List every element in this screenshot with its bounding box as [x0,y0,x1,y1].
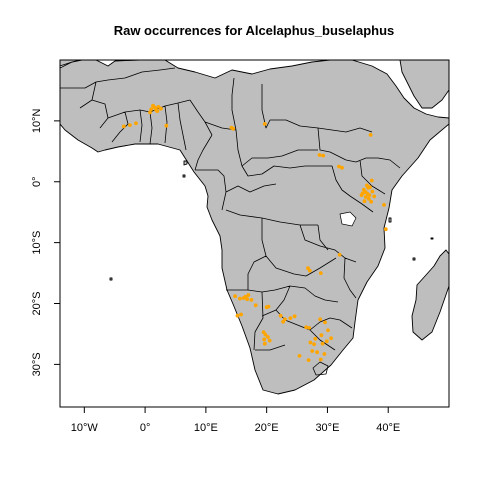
seychelles-island [430,237,434,240]
occurrence-point [292,314,297,319]
occurrence-point [323,320,327,325]
occurrence-point [359,193,364,198]
y-tick-label: 20°S [31,292,43,316]
occurrence-point [121,124,126,129]
bioko-island [183,160,188,166]
occurrence-point [368,133,373,137]
x-tick-label: 10°E [194,422,218,434]
x-tick-label: 30°E [315,422,339,434]
st-helena-island [109,277,113,281]
occurrence-point [362,199,367,204]
occurrence-points [121,103,388,362]
occurrence-point [369,178,374,183]
occurrence-point [148,110,152,115]
y-axis: 10°N 0° 10°S 20°S 30°S [31,109,60,376]
occurrence-point [267,338,272,343]
occurrence-point [324,339,329,344]
occurrence-point [134,121,138,126]
occurrence-point [249,298,254,302]
occurrence-point [312,342,316,347]
x-axis: 10°W 0° 10°E 20°E 30°E 40°E [71,407,400,434]
occurrence-point [127,123,132,127]
occurrence-point [238,296,242,301]
occurrence-point [318,357,323,362]
occurrence-point [266,335,270,339]
occurrence-point [321,153,326,158]
occurrence-point [262,122,267,126]
iberia-fragment [60,60,81,67]
occurrence-point [229,125,234,130]
occurrence-point [262,341,267,346]
occurrence-point [262,337,267,342]
occurrence-point [156,105,161,109]
occurrence-point [310,349,315,353]
occurrence-point [308,340,313,345]
occurrence-point [313,336,318,341]
comoros-island [412,257,416,261]
occurrence-point [340,165,344,170]
occurrence-point [151,103,155,108]
x-tick-label: 40°E [376,422,400,434]
occurrence-point [306,266,310,271]
occurrence-point [369,199,374,204]
occurrence-point [297,354,302,358]
africa-landmass [60,60,449,395]
y-tick-label: 10°S [31,231,43,255]
occurrence-point [149,107,154,112]
arabian-peninsula [399,60,449,109]
occurrence-point [372,194,377,199]
occurrence-point [164,123,169,128]
occurrence-point [263,332,268,337]
x-tick-label: 20°E [255,422,279,434]
occurrence-point [278,313,283,318]
occurrence-point [253,303,258,308]
occurrence-point [154,108,158,112]
occurrence-point [266,304,271,309]
occurrence-point [288,316,293,320]
occurrence-point [382,203,386,207]
occurrence-point [235,313,240,318]
occurrence-point [322,352,327,356]
lesotho-border [312,361,329,376]
occurrence-point [239,312,244,317]
occurrence-point [320,341,325,346]
occurrence-point [318,271,323,275]
occurrence-point [243,294,248,299]
occurrence-point [319,333,324,338]
occurrence-point [317,153,322,157]
occurrence-point [383,227,388,232]
map-title: Raw occurrences for Alcelaphus_buselaphu… [114,23,395,38]
occurrence-point [307,326,312,330]
occurrence-point [281,319,285,324]
occurrence-point [315,350,319,355]
occurrence-point [326,328,330,333]
y-tick-label: 30°S [31,352,43,376]
occurrence-point [370,189,375,194]
occurrence-point [304,325,309,330]
occurrence-point [233,294,238,299]
y-tick-label: 10°N [31,109,43,134]
occurrence-point [363,195,368,199]
occurrence-point [306,358,311,362]
occurrence-point [329,336,333,341]
sao-tome-island [182,174,186,178]
plot-area [60,60,449,407]
occurrence-point [337,164,341,169]
y-tick-label: 0° [31,176,43,187]
madagascar [411,249,449,341]
zanzibar-island [388,217,392,223]
occurrence-point [337,252,342,257]
occurrence-point [366,196,371,201]
occurrence-point [365,183,369,188]
lake-victoria [339,211,357,227]
x-tick-label: 10°W [71,422,99,434]
plot-frame [59,59,450,408]
x-tick-label: 0° [140,422,151,434]
occurrence-point [246,293,251,297]
occurrence-point [367,193,372,198]
occurrence-point [318,317,322,322]
